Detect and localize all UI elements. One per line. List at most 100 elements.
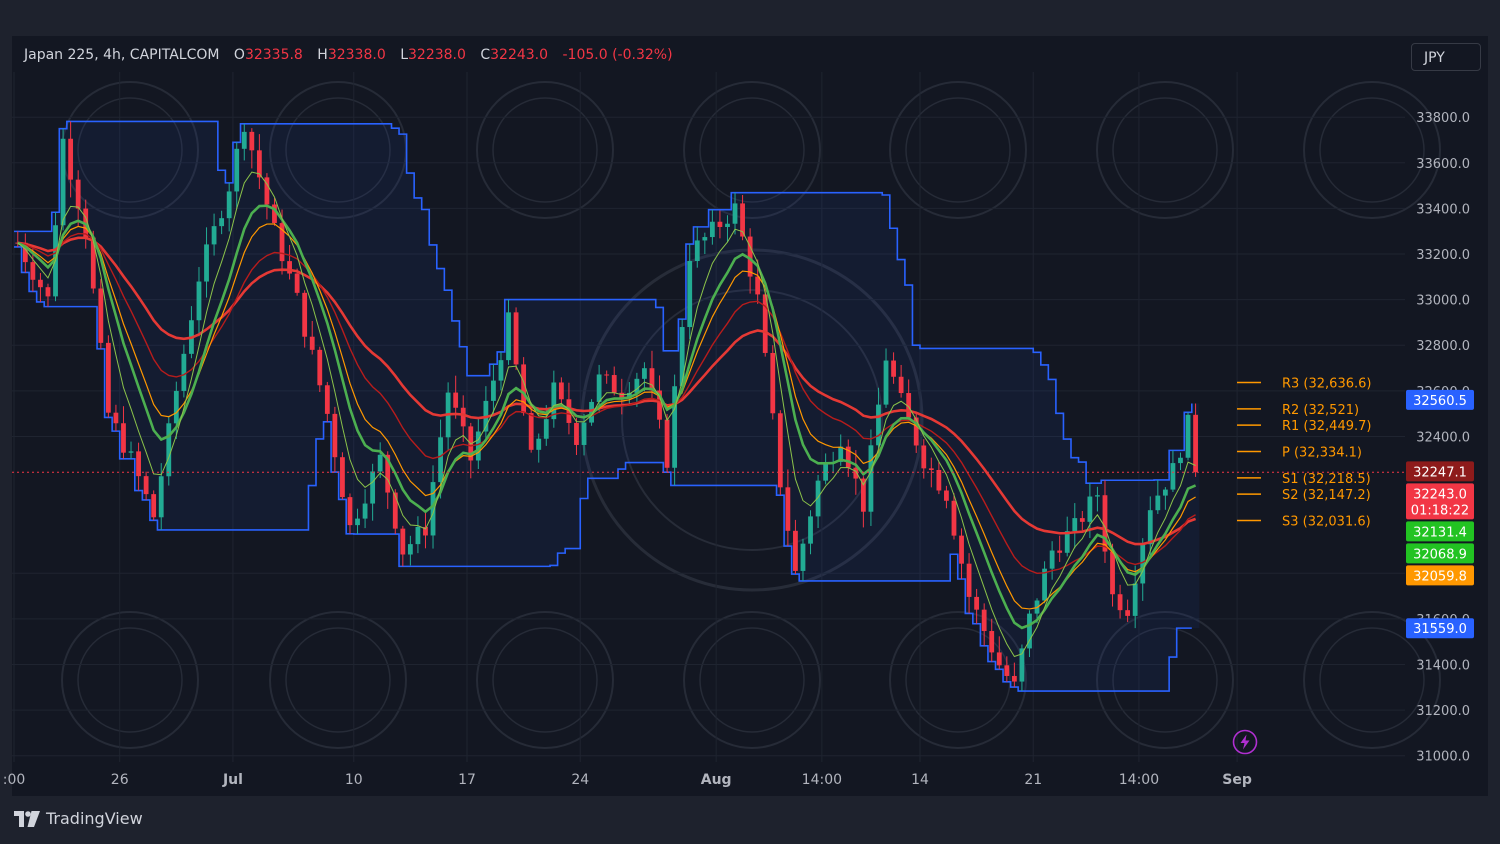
candle-body [377, 454, 383, 472]
candle-body [22, 242, 28, 263]
price-tag-bg [1406, 521, 1474, 542]
watermark-emblem [683, 611, 821, 749]
candle-body [332, 413, 338, 458]
candle-body [211, 226, 217, 245]
candle-body [173, 390, 179, 424]
currency-button[interactable]: JPY [1411, 43, 1481, 71]
candle-body [898, 376, 904, 394]
candle-body [279, 223, 285, 262]
candle-body [574, 422, 579, 445]
candle-body [657, 390, 662, 420]
price-tag-bg [1406, 565, 1474, 586]
candle-body [921, 445, 927, 469]
x-tick-label: 26 [111, 772, 129, 788]
candle-body [777, 413, 783, 488]
candle-body [853, 467, 859, 479]
candle-body [755, 276, 761, 295]
price-tag-label: 32247.1 [1413, 465, 1467, 480]
price-tag-label: 32243.0 [1413, 487, 1467, 502]
flash-icon[interactable] [1232, 729, 1258, 755]
candle-body [974, 596, 980, 610]
candle-body [506, 312, 511, 361]
watermark-emblem [476, 611, 614, 749]
candle-body [98, 288, 104, 343]
pivot-label-r3: R3 (32,636.6) [1282, 376, 1371, 391]
candle-body [453, 392, 459, 408]
candle-body [121, 423, 126, 453]
candle-body [664, 419, 670, 468]
y-tick-label: 33200.0 [1416, 248, 1470, 263]
x-tick-label: 14 [911, 772, 929, 788]
symbol-legend[interactable]: Japan 225, 4h, CAPITALCOM O32335.8 H3233… [24, 47, 673, 63]
ema-12-orange [17, 223, 1196, 610]
candle-body [317, 349, 323, 386]
x-tick-label: 10 [345, 772, 363, 788]
candle-body [256, 150, 262, 178]
candle-body [1049, 550, 1055, 569]
donchian-lower [14, 246, 1192, 692]
price-tag-label: 32560.5 [1413, 394, 1467, 409]
candle-body [1087, 496, 1093, 522]
time-axis[interactable]: :00 26 Jul 10 17 24 Aug 14:00 14 21 14:00 Sep [3, 772, 1252, 788]
candle-body [589, 401, 594, 423]
symbol-name[interactable]: Japan 225, 4h, CAPITALCOM [24, 47, 220, 63]
ema-20-darkred [17, 232, 1196, 575]
candle-body [196, 281, 202, 321]
candle-body [68, 138, 74, 180]
candle-body [340, 457, 345, 498]
close-label: C [480, 47, 491, 63]
candle-body [913, 417, 919, 446]
candle-body [241, 131, 247, 149]
candle-body [581, 422, 587, 445]
price-tag-bg [1406, 483, 1474, 520]
candle-body [491, 380, 496, 401]
candle-body [136, 451, 141, 477]
y-tick-label: 31200.0 [1416, 704, 1470, 719]
candle-body [823, 463, 829, 481]
price-tag-bg [1406, 618, 1474, 639]
x-tick-label: 14:00 [802, 772, 842, 788]
candle-body [513, 312, 519, 365]
y-tick-label: 32400.0 [1416, 430, 1470, 445]
y-tick-label: 31000.0 [1416, 750, 1470, 765]
x-tick-label: 24 [571, 772, 589, 788]
watermark-emblem-ring [285, 627, 391, 733]
high-label: H [317, 47, 328, 63]
candle-body [1193, 414, 1198, 473]
candle-body [1147, 510, 1153, 545]
candle-body [936, 469, 942, 491]
candle-body [38, 279, 43, 288]
price-tag-bg [1406, 461, 1474, 482]
watermark-emblem-ring [1319, 97, 1425, 203]
candle-body [1095, 495, 1100, 497]
candle-body [528, 413, 534, 450]
candle-body [626, 392, 632, 399]
watermark-emblem-ring [699, 627, 805, 733]
candle-body [672, 386, 678, 468]
watermark-layer [61, 81, 1441, 749]
candle-body [347, 497, 353, 526]
watermark-emblem-ring [905, 97, 1011, 203]
candle-body [272, 204, 277, 224]
change-value: -105.0 (-0.32%) [562, 47, 673, 63]
candle-body [430, 482, 436, 536]
candle-body [30, 262, 36, 280]
watermark-emblem-ring [285, 97, 391, 203]
candle-body [604, 374, 610, 376]
candle-body [181, 353, 187, 391]
price-tag-label: 31559.0 [1413, 622, 1467, 637]
footer-brand[interactable]: TradingView [14, 809, 143, 828]
candle-body [1072, 518, 1078, 532]
watermark-emblem [889, 611, 1027, 749]
candle-body [128, 451, 134, 453]
x-tick-label: 17 [458, 772, 476, 788]
pivot-label-r1: R1 (32,449.7) [1282, 419, 1371, 434]
pivot-levels: R3 (32,636.6) R2 (32,521)R1 (32,449.7) P (… [12, 376, 1405, 529]
candle-body [460, 407, 466, 427]
pivot-label-p: P (32,334.1) [1282, 445, 1362, 460]
y-tick-label: 31400.0 [1416, 659, 1470, 674]
candle-body [362, 503, 368, 519]
candle-body [596, 374, 602, 402]
price-axis[interactable]: 33800.0 33600.0 33400.0 33200.0 33000.0 32800… [1416, 111, 1470, 765]
